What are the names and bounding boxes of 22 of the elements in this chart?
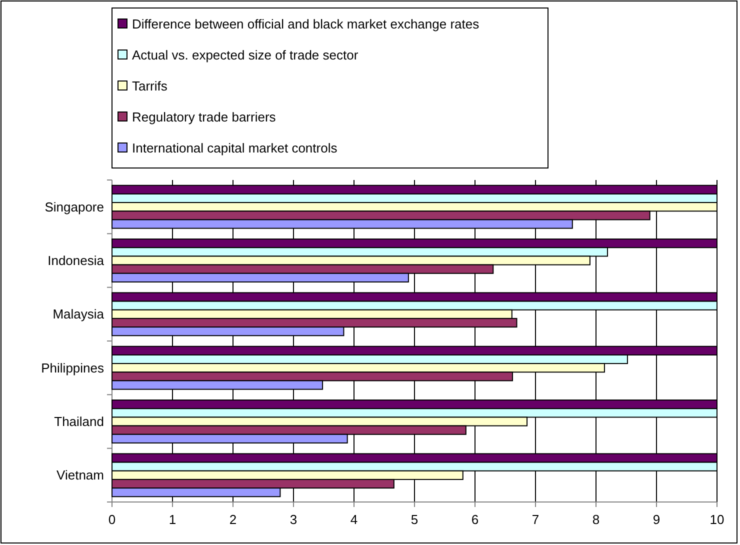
legend-label: International capital market controls — [132, 140, 338, 156]
x-tick-label: 3 — [290, 512, 298, 527]
x-tick-label: 9 — [652, 512, 660, 527]
x-tick-label: 1 — [168, 512, 176, 527]
x-tick-label: 8 — [592, 512, 600, 527]
x-tick-label: 2 — [229, 512, 237, 527]
legend-label: Regulatory trade barriers — [132, 110, 276, 125]
legend-label: Actual vs. expected size of trade sector — [132, 48, 359, 63]
x-tick-label: 7 — [532, 512, 540, 527]
x-tick-label: 0 — [108, 512, 116, 527]
x-tick-label: 6 — [471, 512, 479, 527]
y-tick-label: Indonesia — [48, 253, 105, 268]
y-tick-label: Philippines — [41, 360, 104, 376]
x-tick-label: 4 — [350, 512, 358, 527]
y-tick-label: Singapore — [44, 199, 104, 214]
y-tick-label: Malaysia — [52, 306, 105, 322]
y-tick-label: Thailand — [54, 414, 104, 430]
legend-label: Tarrifs — [132, 78, 168, 94]
legend-label: Difference between official and black market exchange rates — [132, 16, 480, 32]
x-tick-label: 10 — [710, 512, 724, 527]
y-tick-label: Vietnam — [56, 468, 104, 483]
x-tick-label: 5 — [410, 512, 418, 527]
